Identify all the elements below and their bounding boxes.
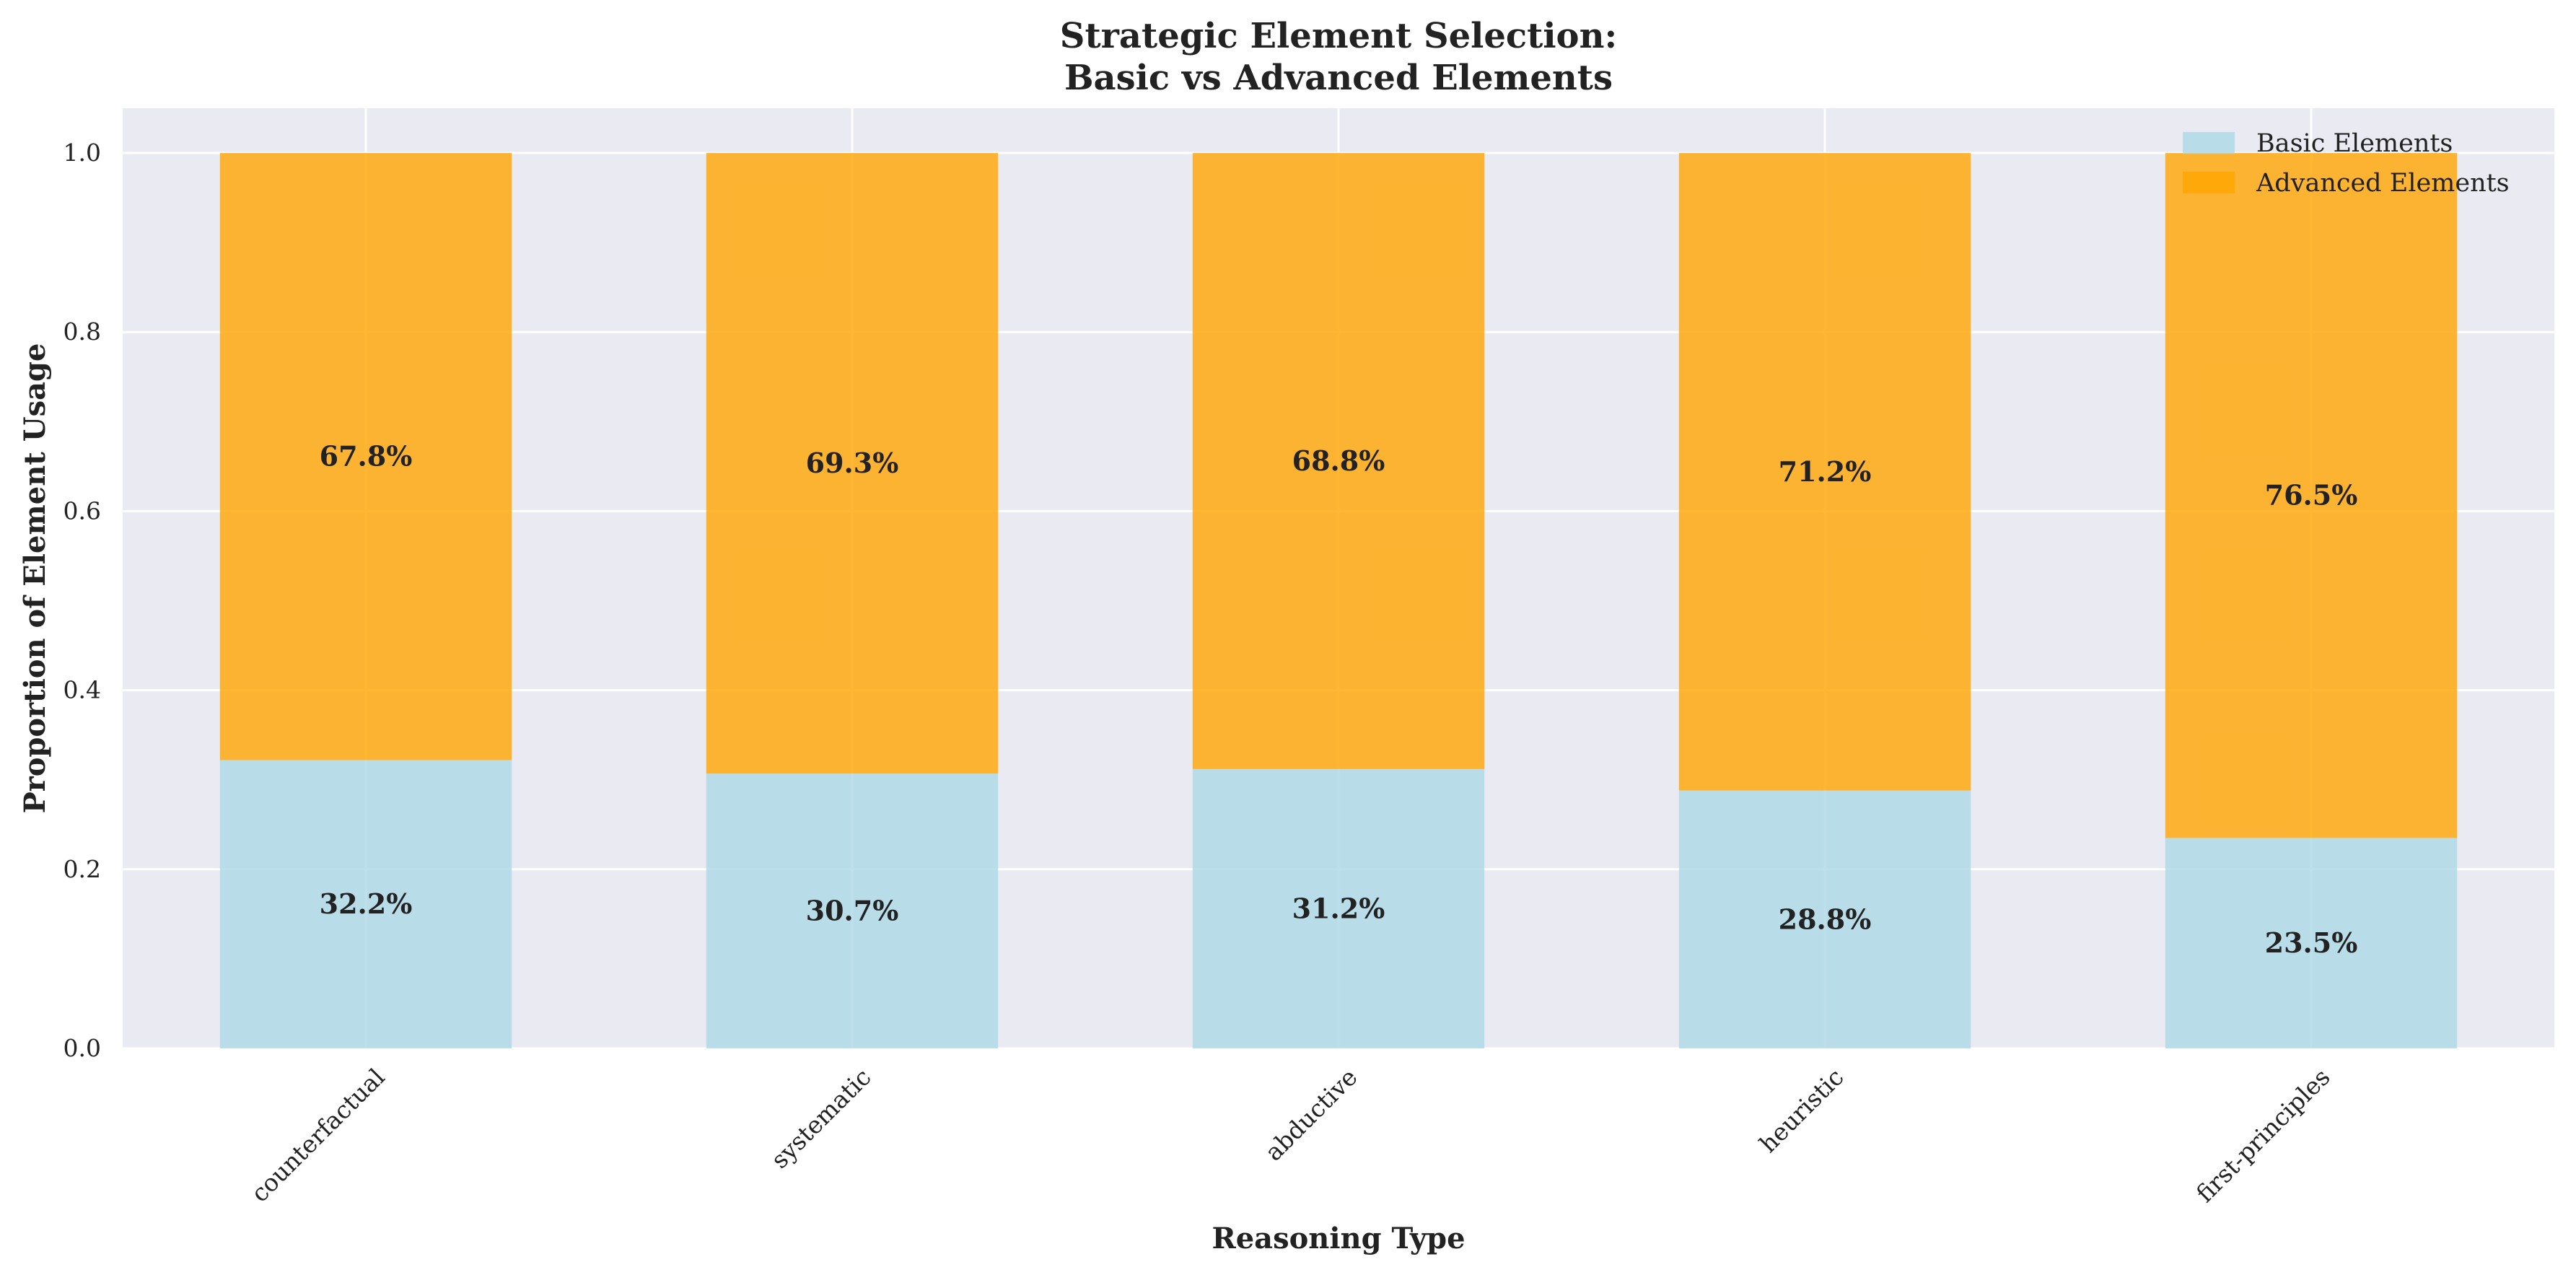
bar-advanced-elements-systematic <box>706 153 999 774</box>
bar-basic-elements-abductive <box>1192 768 1485 1048</box>
y-axis-label: Proportion of Element Usage <box>18 343 52 814</box>
bar-label-advanced-elements-counterfactual: 67.8% <box>320 440 413 473</box>
bar-advanced-elements-first-principles <box>2165 153 2458 838</box>
bar-advanced-elements-abductive <box>1192 153 1485 769</box>
y-axis-ticks: 0.0 0.2 0.4 0.6 0.8 1.0 <box>63 139 101 1062</box>
bar-basic-elements-heuristic <box>1678 790 1971 1048</box>
y-tick-label-2: 0.4 <box>63 676 101 704</box>
bar-label-basic-elements-abductive: 31.2% <box>1292 892 1385 924</box>
bar-basic-elements-counterfactual <box>219 760 512 1048</box>
bar-label-advanced-elements-heuristic: 71.2% <box>1779 455 1872 488</box>
bar-basic-elements-first-principles <box>2165 838 2458 1048</box>
bar-advanced-elements-counterfactual <box>219 153 512 760</box>
x-tick-label-systematic: systematic <box>766 1063 877 1174</box>
x-tick-label-first-principles: first-principles <box>2191 1063 2336 1208</box>
bar-label-basic-elements-first-principles: 23.5% <box>2265 926 2358 959</box>
legend-label-advanced-elements: Advanced Elements <box>2256 169 2510 198</box>
bar-advanced-elements-heuristic <box>1678 153 1971 791</box>
y-tick-label-3: 0.6 <box>63 496 101 525</box>
x-axis-ticks: counterfactual systematic abductive heurist… <box>245 1063 2335 1208</box>
x-axis-label: Reasoning Type <box>1212 1222 1465 1255</box>
chart-title-line-1: Strategic Element Selection: <box>1060 16 1617 56</box>
bar-label-basic-elements-systematic: 30.7% <box>806 895 899 927</box>
chart-title-line-2: Basic vs Advanced Elements <box>1064 58 1613 98</box>
y-tick-label-0: 0.0 <box>63 1034 101 1062</box>
bars <box>219 153 2458 1048</box>
x-tick-label-abductive: abductive <box>1259 1063 1362 1166</box>
bar-label-basic-elements-heuristic: 28.8% <box>1779 903 1872 935</box>
legend-label-basic-elements: Basic Elements <box>2256 129 2453 158</box>
bar-basic-elements-systematic <box>706 773 999 1048</box>
y-tick-label-5: 1.0 <box>63 139 101 167</box>
y-tick-label-4: 0.8 <box>63 317 101 346</box>
legend-swatch-basic-elements <box>2183 132 2235 154</box>
bar-label-basic-elements-counterfactual: 32.2% <box>320 887 413 920</box>
bar-label-advanced-elements-first-principles: 76.5% <box>2265 479 2358 512</box>
y-tick-label-1: 0.2 <box>63 855 101 883</box>
bar-value-labels: 32.2% 67.8% 30.7% 69.3% 31.2% 68.8% 28.8% 71.2%… <box>320 440 2358 959</box>
bar-label-advanced-elements-abductive: 68.8% <box>1292 444 1385 477</box>
legend-swatch-advanced-elements <box>2183 172 2235 193</box>
x-tick-label-counterfactual: counterfactual <box>245 1063 390 1207</box>
bar-label-advanced-elements-systematic: 69.3% <box>806 447 899 479</box>
x-tick-label-heuristic: heuristic <box>1754 1063 1849 1158</box>
legend: Basic Elements Advanced Elements <box>2183 129 2510 198</box>
